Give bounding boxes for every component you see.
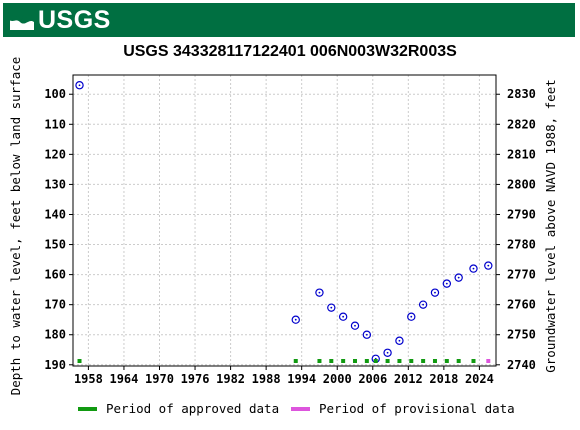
y-axis-label-right: Groundwater level above NAVD 1988, feet	[543, 79, 558, 373]
approved-period-marker	[353, 359, 357, 363]
data-point-center	[398, 339, 401, 342]
usgs-wave-icon	[10, 10, 34, 30]
x-tick-label: 2018	[429, 372, 458, 386]
approved-period-marker	[317, 359, 322, 363]
y-tick-label-right: 2740	[507, 358, 536, 372]
data-point	[327, 303, 336, 312]
y-tick-label-right: 2800	[507, 177, 536, 191]
approved-period-marker	[471, 359, 476, 363]
y-tick-label-right: 2780	[507, 238, 536, 252]
approved-period-marker	[385, 359, 390, 363]
approved-period-marker	[432, 359, 437, 363]
legend-provisional-label: Period of provisional data	[319, 401, 515, 416]
y-tick-label-right: 2820	[507, 117, 536, 131]
y-tick-label-left: 120	[44, 147, 66, 161]
data-point-center	[294, 318, 297, 321]
data-point	[407, 312, 416, 321]
data-point	[350, 321, 360, 330]
data-point-center	[445, 282, 448, 285]
x-tick-label: 1976	[181, 372, 210, 386]
legend-approved-swatch	[78, 406, 97, 411]
approved-period-marker	[444, 359, 449, 363]
data-point-center	[422, 303, 425, 306]
approved-period-marker	[364, 359, 369, 363]
x-tick-label: 1994	[287, 372, 316, 386]
legend-provisional-swatch	[291, 406, 310, 411]
y-tick-label-left: 190	[44, 358, 66, 372]
data-point-center	[318, 291, 321, 294]
data-point	[484, 261, 493, 270]
approved-period-marker	[293, 359, 298, 363]
data-point	[418, 300, 428, 309]
x-tick-label: 1958	[74, 372, 103, 386]
y-tick-label-left: 130	[44, 177, 66, 191]
data-point-center	[434, 291, 436, 294]
data-point	[362, 330, 372, 339]
data-point-center	[386, 351, 389, 354]
data-point	[454, 273, 463, 282]
x-tick-label: 1982	[216, 372, 245, 386]
data-point-center	[472, 267, 475, 270]
approved-period-marker	[421, 359, 426, 363]
y-tick-label-right: 2790	[507, 207, 536, 221]
approved-period-marker	[341, 359, 346, 363]
y-tick-label-right: 2830	[507, 87, 536, 101]
y-tick-label-right: 2760	[507, 298, 536, 312]
approved-period-marker	[397, 359, 402, 363]
data-point	[442, 279, 452, 288]
plot-area	[73, 75, 496, 366]
y-tick-label-left: 110	[44, 117, 66, 131]
y-tick-label-left: 160	[44, 268, 66, 282]
data-point	[469, 264, 478, 273]
chart-title: USGS 343328117122401 006N003W32R003S	[123, 43, 457, 60]
y-tick-label-right: 2810	[507, 147, 536, 161]
data-point-center	[457, 276, 460, 279]
data-point	[315, 288, 324, 297]
x-tick-label: 1970	[145, 372, 174, 386]
data-point	[291, 315, 300, 324]
approved-period-marker	[409, 359, 414, 363]
y-tick-label-left: 140	[44, 207, 66, 221]
y-tick-label-left: 150	[44, 238, 66, 252]
x-tick-label: 2006	[358, 372, 387, 386]
y-axis-label-left: Depth to water level, feet below land su…	[8, 57, 23, 396]
approved-period-marker	[456, 359, 461, 363]
x-tick-label: 1988	[252, 372, 281, 386]
data-point-center	[410, 315, 413, 318]
x-tick-label: 2000	[323, 372, 352, 386]
data-point	[395, 336, 404, 345]
data-point	[430, 288, 440, 297]
y-tick-label-left: 170	[44, 298, 66, 312]
plot-frame	[72, 74, 497, 367]
x-tick-label: 2024	[465, 372, 494, 386]
data-point-center	[487, 264, 490, 267]
approved-period-marker	[77, 359, 82, 363]
legend-approved-label: Period of approved data	[106, 401, 280, 416]
x-tick-label: 1964	[109, 372, 138, 386]
header-bar: USGS	[3, 3, 575, 37]
y-tick-label-left: 180	[44, 328, 66, 342]
logo-text: USGS	[38, 5, 111, 34]
data-point	[75, 81, 84, 90]
legend-approved: Period of approved data	[78, 401, 279, 416]
x-tick-label: 2012	[394, 372, 423, 386]
data-point-center	[78, 84, 81, 87]
y-tick-label-right: 2770	[507, 268, 536, 282]
y-tick-label-right: 2750	[507, 328, 536, 342]
data-point	[383, 348, 392, 357]
data-point-center	[330, 306, 333, 309]
data-point	[338, 312, 348, 321]
approved-period-marker	[373, 359, 378, 363]
data-point-center	[365, 333, 368, 336]
usgs-logo[interactable]: USGS	[9, 5, 111, 34]
legend-provisional: Period of provisional data	[291, 401, 515, 416]
data-point-center	[354, 324, 356, 327]
approved-period-marker	[329, 359, 334, 363]
data-point-center	[342, 315, 345, 318]
provisional-period-marker	[486, 359, 491, 363]
y-tick-label-left: 100	[44, 87, 66, 101]
